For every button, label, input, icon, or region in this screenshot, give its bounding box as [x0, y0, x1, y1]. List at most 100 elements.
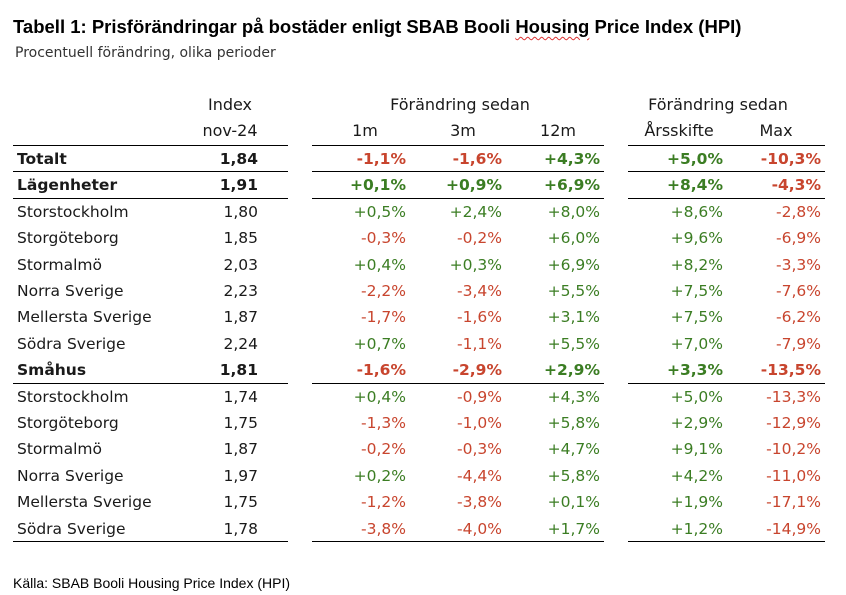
- row-change-arsskifte: +4,2%: [670, 466, 723, 485]
- table-rule: [628, 197, 825, 199]
- row-change-12m: +6,9%: [544, 176, 600, 195]
- row-index: 2,24: [223, 334, 258, 353]
- table-rule: [13, 382, 288, 384]
- row-index: 1,75: [223, 493, 258, 512]
- row-index: 1,85: [223, 229, 258, 248]
- row-change-12m: +2,9%: [544, 361, 600, 380]
- table-rule: [13, 145, 288, 146]
- row-change-max: -4,3%: [771, 176, 821, 195]
- row-change-arsskifte: +1,9%: [670, 493, 723, 512]
- row-change-12m: +6,9%: [547, 255, 600, 274]
- row-change-3m: -0,2%: [457, 229, 502, 248]
- row-change-3m: -4,4%: [457, 466, 502, 485]
- row-change-arsskifte: +7,5%: [670, 308, 723, 327]
- row-index: 1,74: [223, 387, 258, 406]
- row-change-max: -13,5%: [760, 361, 821, 380]
- row-change-arsskifte: +5,0%: [670, 387, 723, 406]
- row-change-1m: -1,1%: [356, 150, 406, 168]
- row-change-1m: +0,1%: [350, 176, 406, 195]
- row-change-3m: -1,0%: [457, 414, 502, 432]
- row-index: 1,78: [223, 519, 258, 538]
- row-change-12m: +5,8%: [547, 466, 600, 485]
- row-change-3m: -2,9%: [452, 361, 502, 380]
- row-index: 1,91: [219, 176, 258, 195]
- header-3m: 3m: [450, 121, 476, 140]
- source-note: Källa: SBAB Booli Housing Price Index (H…: [13, 575, 291, 591]
- table-rule: [628, 171, 825, 173]
- header-group-change-1: Förändring sedan: [390, 95, 530, 114]
- row-change-arsskifte: +5,0%: [667, 150, 723, 168]
- row-change-12m: +5,5%: [547, 282, 600, 300]
- table-rule: [628, 541, 825, 542]
- row-change-1m: +0,4%: [353, 387, 406, 406]
- row-change-3m: -0,9%: [457, 387, 502, 406]
- title-spellcheck-word: Housing: [515, 16, 590, 37]
- header-1m: 1m: [352, 121, 378, 140]
- row-label: Norra Sverige: [17, 466, 124, 485]
- row-label: Mellersta Sverige: [17, 493, 152, 512]
- row-change-3m: -3,4%: [457, 282, 502, 300]
- row-change-max: -3,3%: [776, 255, 821, 274]
- row-change-max: -11,0%: [766, 466, 821, 485]
- header-index-top: Index: [207, 95, 253, 114]
- row-index: 1,81: [219, 361, 258, 380]
- row-change-max: -13,3%: [766, 387, 821, 406]
- row-label: Södra Sverige: [17, 519, 126, 538]
- row-change-max: -14,9%: [766, 519, 821, 538]
- row-change-1m: -0,2%: [361, 440, 406, 459]
- row-change-12m: +5,8%: [547, 414, 600, 432]
- row-label: Södra Sverige: [17, 334, 126, 353]
- row-change-3m: -0,3%: [457, 440, 502, 459]
- row-label: Stormalmö: [17, 440, 102, 459]
- title-prefix: Tabell 1: Prisförändringar på bostäder e…: [13, 16, 516, 37]
- row-index: 1,87: [223, 440, 258, 459]
- title-suffix: Price Index (HPI): [589, 16, 742, 37]
- row-label: Stormalmö: [17, 255, 102, 274]
- table-rule: [628, 382, 825, 384]
- table-rule: [312, 541, 604, 542]
- table-rule: [628, 145, 825, 146]
- row-change-1m: +0,2%: [353, 466, 406, 485]
- row-change-12m: +1,7%: [547, 519, 600, 538]
- row-change-1m: -1,3%: [361, 414, 406, 432]
- row-change-3m: +0,9%: [446, 176, 502, 195]
- row-index: 1,97: [223, 466, 258, 485]
- row-change-arsskifte: +1,2%: [670, 519, 723, 538]
- table-subtitle: Procentuell förändring, olika perioder: [15, 45, 276, 61]
- row-change-max: -17,1%: [766, 493, 821, 512]
- row-label: Mellersta Sverige: [17, 308, 152, 327]
- row-change-max: -6,2%: [776, 308, 821, 327]
- row-change-12m: +4,3%: [547, 387, 600, 406]
- row-change-max: -7,6%: [776, 282, 821, 300]
- header-index-bottom: nov-24: [202, 121, 258, 140]
- row-change-arsskifte: +3,3%: [667, 361, 723, 380]
- row-change-max: -12,9%: [766, 414, 821, 432]
- row-change-max: -7,9%: [776, 334, 821, 353]
- row-change-max: -2,8%: [776, 202, 821, 221]
- table-rule: [312, 382, 604, 384]
- row-label: Totalt: [17, 150, 67, 168]
- row-change-3m: -4,0%: [457, 519, 502, 538]
- row-change-3m: +2,4%: [449, 202, 502, 221]
- header-arsskifte: Årsskifte: [644, 121, 714, 140]
- table-title: Tabell 1: Prisförändringar på bostäder e…: [13, 16, 741, 38]
- row-change-max: -10,2%: [766, 440, 821, 459]
- row-change-1m: -1,2%: [361, 493, 406, 512]
- row-change-1m: -1,6%: [356, 361, 406, 380]
- header-max: Max: [759, 121, 793, 140]
- row-change-arsskifte: +7,5%: [670, 282, 723, 300]
- row-change-3m: -1,1%: [457, 334, 502, 353]
- row-change-12m: +4,3%: [544, 150, 600, 168]
- row-label: Norra Sverige: [17, 282, 124, 300]
- row-change-12m: +3,1%: [547, 308, 600, 327]
- row-label: Lägenheter: [17, 176, 118, 195]
- row-change-arsskifte: +2,9%: [670, 414, 723, 432]
- row-change-12m: +8,0%: [547, 202, 600, 221]
- row-index: 1,87: [223, 308, 258, 327]
- header-group-change-2: Förändring sedan: [648, 95, 788, 114]
- row-index: 1,75: [223, 414, 258, 432]
- row-label: Storgöteborg: [17, 229, 119, 248]
- row-change-1m: -0,3%: [361, 229, 406, 248]
- row-index: 2,03: [223, 255, 258, 274]
- header-12m: 12m: [540, 121, 576, 140]
